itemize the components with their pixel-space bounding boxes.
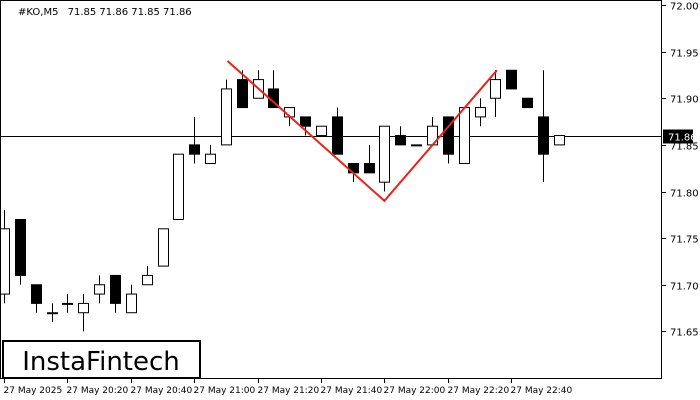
- candle: [332, 107, 343, 155]
- candle-body: [364, 163, 375, 174]
- x-tick-label: 27 May 21:40: [321, 386, 383, 396]
- double-top-pattern-line: [226, 60, 498, 203]
- candle-body: [62, 302, 73, 305]
- chart-header: #KO,M5 71.85 71.86 71.85 71.86: [18, 7, 192, 18]
- candle: [0, 210, 10, 304]
- logo-box: InstaFintech: [2, 340, 201, 379]
- candle-body: [189, 144, 200, 155]
- candle: [506, 69, 517, 90]
- candle: [47, 303, 58, 323]
- candle: [237, 70, 248, 109]
- current-price-label-layer: 71.86: [663, 129, 697, 144]
- candle: [221, 79, 232, 146]
- candle: [126, 284, 137, 314]
- candle-body: [554, 135, 565, 146]
- candle-body: [506, 69, 517, 90]
- y-axis: 72.00 71.95 71.90 71.85 71.80 71.75 71.70 71.65: [662, 2, 699, 339]
- x-tick-label: 27 May 20:20: [67, 386, 129, 396]
- candle-body: [538, 116, 549, 155]
- candle-body: [332, 116, 343, 155]
- logo-text: InstaFintech: [22, 347, 180, 377]
- candle: [411, 144, 422, 147]
- candle: [62, 294, 73, 313]
- x-tick-label: 27 May 22:20: [448, 386, 510, 396]
- candle: [490, 70, 501, 117]
- candle-body: [158, 228, 169, 267]
- symbol-label: #KO,M5: [18, 7, 58, 18]
- y-tick-label: 71.70: [670, 282, 699, 293]
- current-price-label: 71.86: [668, 133, 697, 144]
- candle: [522, 97, 533, 109]
- candle: [316, 125, 327, 137]
- candle-body: [205, 153, 216, 165]
- y-tick-label: 71.65: [670, 328, 699, 339]
- candle: [395, 126, 406, 146]
- candle-body: [316, 125, 327, 137]
- candle: [554, 135, 565, 146]
- candle-body: [31, 284, 42, 304]
- candle: [15, 218, 26, 285]
- y-tick-label: 72.00: [670, 2, 699, 13]
- candle: [459, 107, 470, 165]
- candle: [443, 116, 454, 164]
- candle-body: [221, 88, 232, 146]
- candle: [31, 284, 42, 313]
- candle: [205, 144, 216, 165]
- candle-body: [15, 218, 26, 276]
- candle-body: [379, 125, 390, 183]
- x-tick-label: 27 May 22:40: [511, 386, 573, 396]
- candle: [110, 274, 121, 313]
- x-tick-label: 27 May 2025: [4, 386, 63, 396]
- ohlc-values: 71.85 71.86 71.85 71.86: [68, 7, 192, 18]
- y-tick-label: 71.80: [670, 189, 699, 200]
- candle-body: [490, 79, 501, 99]
- candle-body: [237, 79, 248, 109]
- y-tick-label: 71.90: [670, 95, 699, 106]
- candle: [158, 228, 169, 267]
- current-price-label-box: [663, 129, 693, 144]
- candle-body: [443, 116, 454, 155]
- x-axis: 27 May 2025 27 May 20:20 27 May 20:40 27 Ma…: [4, 379, 573, 396]
- candle-body: [110, 274, 121, 304]
- candle: [189, 116, 200, 164]
- candle-body: [0, 228, 10, 295]
- y-tick-label: 71.85: [670, 142, 699, 153]
- candle: [364, 144, 375, 174]
- y-tick-label: 71.95: [670, 49, 699, 60]
- candle-body: [47, 312, 58, 315]
- x-tick-label: 27 May 21:00: [194, 386, 256, 396]
- plot-frame: [0, 0, 662, 379]
- candle-body: [142, 274, 153, 286]
- candle: [173, 153, 184, 220]
- candle-body: [475, 107, 486, 118]
- candle-body: [94, 284, 105, 295]
- candle: [538, 70, 549, 183]
- candle-body: [78, 302, 89, 314]
- candle: [94, 275, 105, 304]
- candle-body: [459, 107, 470, 165]
- candle: [142, 266, 153, 286]
- x-tick-label: 27 May 20:40: [131, 386, 193, 396]
- candle: [300, 116, 311, 136]
- candle: [379, 125, 390, 192]
- candlestick-series: [0, 69, 565, 332]
- x-tick-label: 27 May 21:20: [258, 386, 320, 396]
- candle-body: [395, 135, 406, 146]
- candle-body: [126, 293, 137, 314]
- pattern-line-layer: [226, 60, 498, 203]
- x-tick-label: 27 May 22:00: [384, 386, 446, 396]
- candle: [475, 98, 486, 127]
- candle-body: [300, 116, 311, 127]
- candle-body: [522, 97, 533, 109]
- candle: [78, 294, 89, 332]
- candle-body: [173, 153, 184, 220]
- y-tick-label: 71.75: [670, 235, 699, 246]
- candle-body: [411, 144, 422, 147]
